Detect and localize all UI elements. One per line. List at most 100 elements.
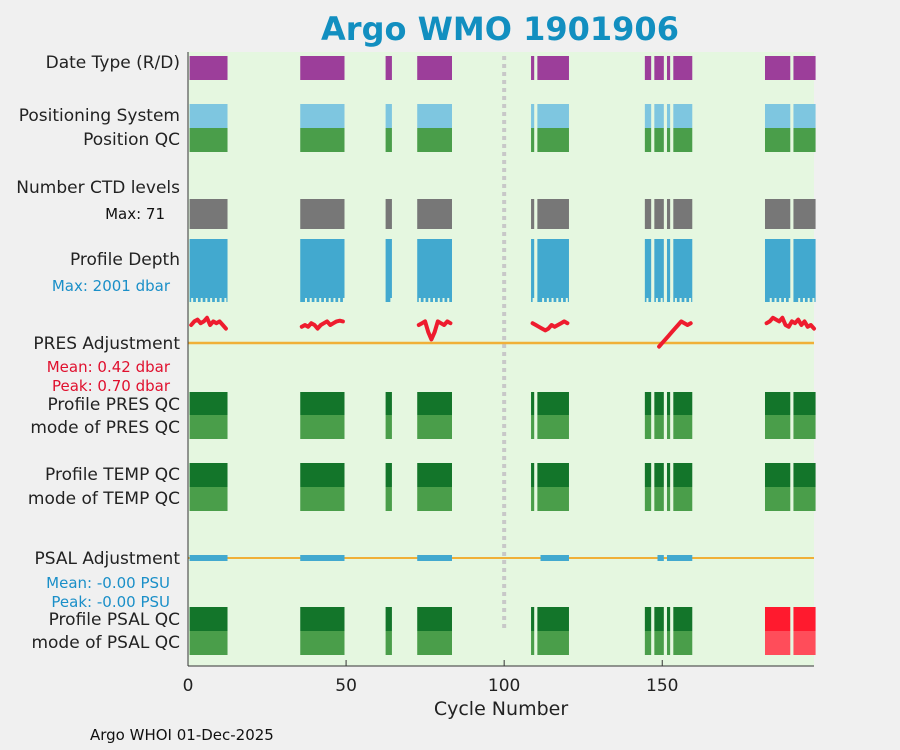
bar-positioning-system <box>654 104 664 128</box>
bar-ctd-levels <box>385 199 392 229</box>
bar-profile-depth <box>189 239 228 302</box>
bar-profile-depth <box>673 239 693 302</box>
label-psal-adjustment: PSAL Adjustment <box>34 549 180 569</box>
depth-notch <box>342 298 345 302</box>
x-tick-label: 150 <box>646 676 679 696</box>
bar-mode-pres-qc <box>764 415 791 439</box>
bar-profile-pres-qc <box>417 392 452 415</box>
bar-positioning-system <box>300 104 345 128</box>
bar-date-type <box>537 56 569 80</box>
pres-adjustment-trace <box>416 319 453 342</box>
depth-notch <box>646 298 649 302</box>
footer-credit: Argo WHOI 01-Dec-2025 <box>90 726 274 744</box>
bar-positioning-system <box>531 104 535 128</box>
pres-adjustment-trace <box>530 319 570 333</box>
bar-positioning-system <box>793 104 816 128</box>
bar-mode-psal-qc <box>189 631 228 655</box>
bar-date-type <box>417 56 452 80</box>
ctd-max-value: Max: 71 <box>105 205 165 223</box>
bar-mode-temp-qc <box>644 487 652 511</box>
bar-profile-pres-qc <box>644 392 652 415</box>
depth-notch <box>390 298 393 302</box>
bar-position-qc <box>644 128 652 152</box>
chart-title: Argo WMO 1901906 <box>321 10 679 48</box>
bar-mode-temp-qc <box>673 487 693 511</box>
bar-mode-pres-qc <box>300 415 345 439</box>
bar-mode-psal-qc <box>417 631 452 655</box>
depth-notch <box>219 298 222 302</box>
bar-profile-depth <box>300 239 345 302</box>
bar-positioning-system <box>764 104 791 128</box>
depth-notch <box>304 298 307 302</box>
bar-mode-temp-qc <box>793 487 816 511</box>
bar-ctd-levels <box>673 199 693 229</box>
bar-mode-pres-qc <box>385 415 392 439</box>
x-axis-label: Cycle Number <box>433 698 569 720</box>
bar-date-type <box>385 56 392 80</box>
depth-notch <box>655 298 658 302</box>
x-tick-label: 0 <box>182 676 194 696</box>
label-profile-psal-qc: Profile PSAL QC <box>48 610 180 630</box>
bar-mode-pres-qc <box>673 415 693 439</box>
bar-mode-temp-qc <box>417 487 452 511</box>
psal-adjustment-segment <box>300 555 345 561</box>
depth-notch <box>437 298 440 302</box>
depth-notch <box>679 298 682 302</box>
depth-notch <box>674 298 677 302</box>
depth-notch <box>423 298 426 302</box>
bar-ctd-levels <box>644 199 652 229</box>
bar-position-qc <box>537 128 569 152</box>
bar-mode-temp-qc <box>385 487 392 511</box>
label-pres-adjustment: PRES Adjustment <box>33 334 180 354</box>
pres-adjustment-trace <box>764 315 816 331</box>
bar-profile-psal-qc <box>300 607 345 631</box>
bar-mode-temp-qc <box>189 487 228 511</box>
bar-profile-depth <box>417 239 452 302</box>
bar-mode-temp-qc <box>654 487 664 511</box>
depth-notch <box>323 298 326 302</box>
bar-mode-psal-qc <box>531 631 535 655</box>
bar-profile-psal-qc <box>644 607 652 631</box>
bar-profile-temp-qc <box>189 463 228 487</box>
depth-notch <box>798 298 801 302</box>
bar-mode-psal-qc <box>793 631 816 655</box>
bar-position-qc <box>654 128 664 152</box>
bar-ctd-levels <box>300 199 345 229</box>
bar-mode-psal-qc <box>644 631 652 655</box>
bar-profile-pres-qc <box>764 392 791 415</box>
bar-profile-depth <box>385 239 392 302</box>
bar-date-type <box>654 56 664 80</box>
bar-positioning-system <box>666 104 671 128</box>
label-mode-temp-qc: mode of TEMP QC <box>27 489 180 509</box>
depth-notch <box>565 298 568 302</box>
psal-mean-value: Mean: -0.00 PSU <box>46 574 170 592</box>
label-profile-depth: Profile Depth <box>69 250 180 270</box>
bar-ctd-levels <box>189 199 228 229</box>
label-positioning-system: Positioning System <box>18 106 180 126</box>
depth-notch <box>807 298 810 302</box>
bar-profile-temp-qc <box>537 463 569 487</box>
depth-notch <box>433 298 436 302</box>
bar-mode-pres-qc <box>666 415 671 439</box>
bar-mode-pres-qc <box>417 415 452 439</box>
psal-peak-value: Peak: -0.00 PSU <box>51 593 170 611</box>
bar-ctd-levels <box>654 199 664 229</box>
bar-date-type <box>793 56 816 80</box>
depth-notch <box>532 298 535 302</box>
depth-notch <box>779 298 782 302</box>
bar-profile-psal-qc <box>189 607 228 631</box>
bar-positioning-system <box>417 104 452 128</box>
depth-notch <box>210 298 213 302</box>
depth-notch <box>195 298 198 302</box>
bar-profile-temp-qc <box>764 463 791 487</box>
bar-profile-temp-qc <box>417 463 452 487</box>
depth-notch <box>542 298 545 302</box>
depth-notch <box>200 298 203 302</box>
bar-mode-psal-qc <box>654 631 664 655</box>
depth-notch <box>802 298 805 302</box>
bar-profile-pres-qc <box>531 392 535 415</box>
depth-notch <box>556 298 559 302</box>
bar-position-qc <box>764 128 791 152</box>
bar-mode-temp-qc <box>666 487 671 511</box>
x-tick-label: 50 <box>335 676 357 696</box>
